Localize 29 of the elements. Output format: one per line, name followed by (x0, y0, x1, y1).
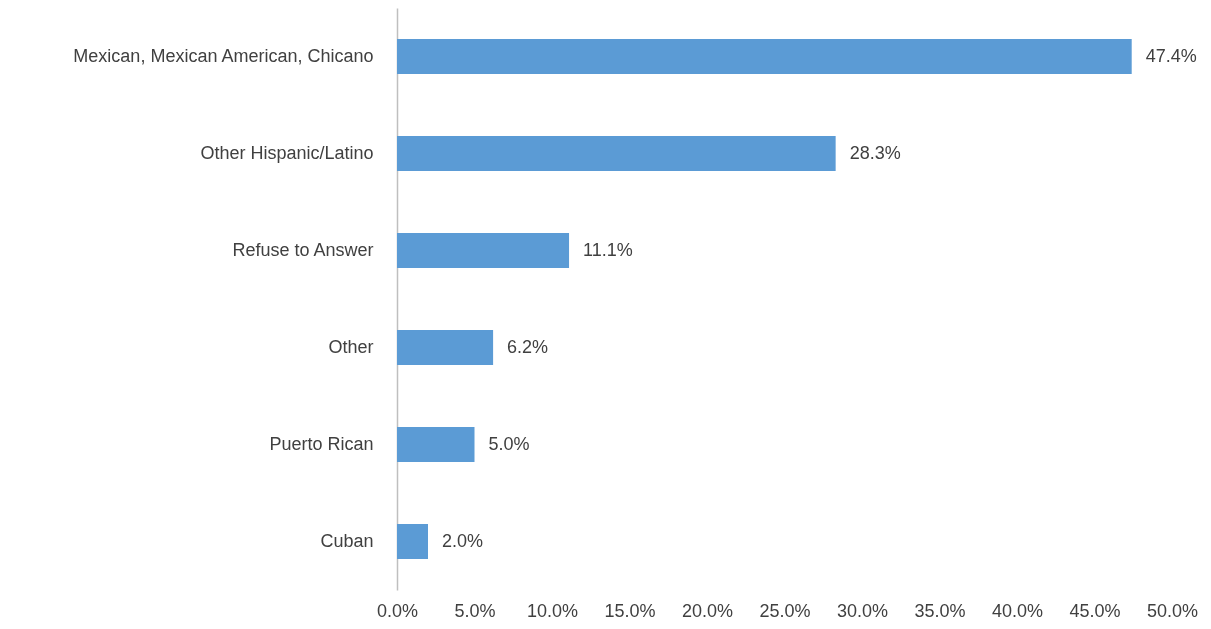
y-tick-label: Puerto Rican (269, 433, 374, 454)
x-tick-label: 15.0% (604, 600, 656, 621)
bar (397, 39, 1132, 74)
data-label: 11.1% (583, 239, 633, 260)
x-tick-label: 30.0% (836, 600, 889, 621)
data-label: 47.4% (1145, 45, 1197, 66)
bar (397, 330, 494, 365)
data-label: 6.2% (507, 336, 549, 357)
x-tick-label: 40.0% (991, 600, 1044, 621)
x-tick-label: 5.0% (454, 600, 496, 621)
y-tick-label: Refuse to Answer (232, 239, 374, 260)
bar (397, 136, 836, 171)
data-label: 28.3% (849, 142, 901, 163)
x-tick-label: 50.0% (1146, 600, 1199, 621)
bar (397, 427, 475, 462)
x-tick-label: 20.0% (681, 600, 734, 621)
x-tick-label: 0.0% (376, 600, 419, 621)
x-tick-label: 25.0% (759, 600, 811, 621)
bar (397, 524, 428, 559)
y-tick-label: Cuban (320, 530, 374, 551)
x-tick-label: 35.0% (914, 600, 966, 621)
y-tick-label: Mexican, Mexican American, Chicano (73, 45, 374, 66)
bar (397, 233, 570, 268)
x-tick-label: 10.0% (526, 600, 579, 621)
y-tick-label: Other Hispanic/Latino (200, 142, 374, 163)
x-tick-label: 45.0% (1069, 600, 1121, 621)
y-tick-label: Other (328, 336, 374, 357)
data-label: 2.0% (442, 530, 484, 551)
data-label: 5.0% (488, 433, 530, 454)
